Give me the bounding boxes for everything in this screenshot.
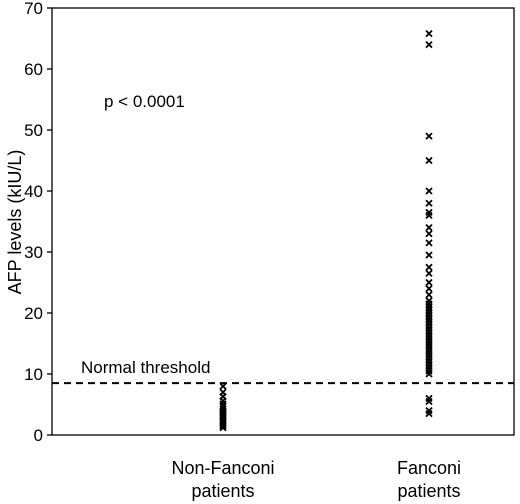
y-tick-label: 10 <box>24 365 43 384</box>
data-point <box>425 263 433 271</box>
data-point <box>425 278 433 287</box>
y-tick-label: 0 <box>34 426 43 445</box>
y-axis-label: AFP levels (kIU/L) <box>5 150 25 295</box>
y-tick-label: 30 <box>24 243 43 262</box>
data-point <box>425 397 433 406</box>
data-point <box>219 424 227 432</box>
x-category-label: patients <box>191 481 254 501</box>
data-point <box>425 370 433 378</box>
threshold-group: Normal threshold <box>52 358 514 385</box>
plot-frame <box>51 7 515 436</box>
data-point <box>425 291 433 299</box>
x-category-label: Non-Fanconi <box>171 458 274 478</box>
y-axis-ticks: 0 10 20 30 40 50 60 70 <box>24 0 52 445</box>
data-point <box>425 251 433 259</box>
data-point <box>425 199 433 207</box>
threshold-label: Normal threshold <box>81 358 210 377</box>
data-markers <box>219 29 433 432</box>
y-tick-label: 70 <box>24 0 43 18</box>
data-point <box>425 239 433 247</box>
data-point <box>425 230 433 238</box>
data-point <box>425 284 433 293</box>
data-point <box>425 132 433 140</box>
data-point <box>425 29 433 38</box>
data-point <box>425 223 433 232</box>
data-point <box>425 156 433 165</box>
y-tick-label: 40 <box>24 182 43 201</box>
x-category-label: Fanconi <box>397 458 461 478</box>
data-point <box>425 211 433 220</box>
data-point <box>219 422 227 430</box>
data-point <box>425 187 433 195</box>
data-point <box>425 410 433 418</box>
data-point <box>219 382 227 390</box>
p-value-annotation: p < 0.0001 <box>104 92 185 111</box>
data-point <box>425 40 433 49</box>
y-tick-label: 50 <box>24 121 43 140</box>
y-tick-label: 60 <box>24 60 43 79</box>
x-category-label: patients <box>397 481 460 501</box>
data-point <box>425 269 433 277</box>
y-tick-label: 20 <box>24 304 43 323</box>
x-axis-categories: Non-Fanconi patients Fanconi patients <box>171 458 461 501</box>
